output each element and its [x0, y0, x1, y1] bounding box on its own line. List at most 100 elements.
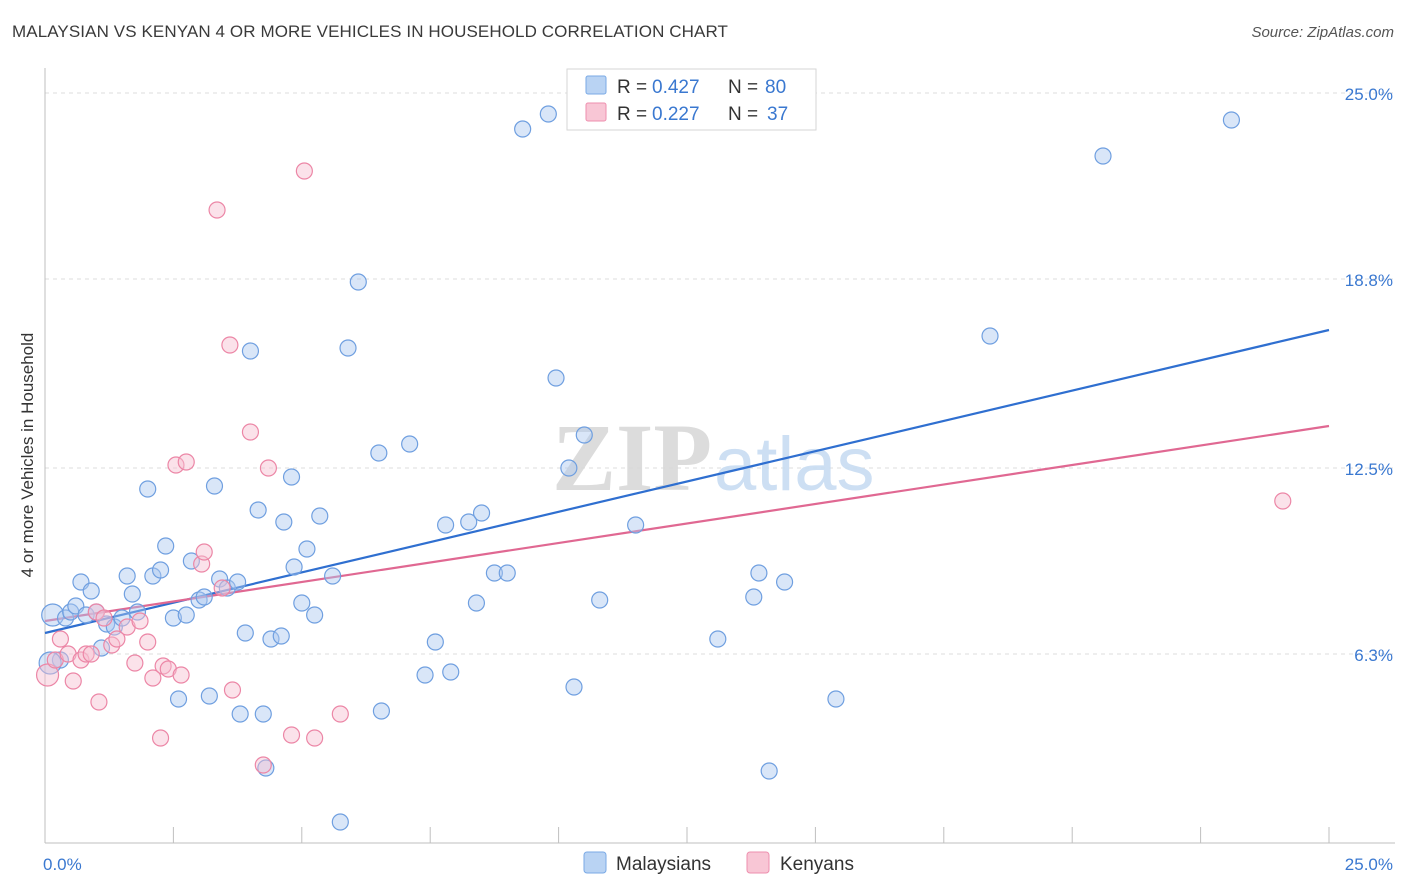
malaysians-point-73 [760, 762, 778, 780]
kenyans-point-27 [213, 579, 231, 597]
kenyans-point-14 [126, 654, 144, 672]
malaysians-point-24 [190, 591, 208, 609]
malaysians-point-60 [485, 564, 503, 582]
malaysians-point-34 [249, 501, 267, 519]
malaysians-point-43 [298, 540, 316, 558]
legend-swatch-kenyans [585, 102, 607, 122]
malaysians-point-39 [275, 513, 293, 531]
legend-n-value-kenyans: 37 [767, 104, 788, 125]
malaysians-point-51 [372, 702, 391, 720]
malaysians-point-30 [229, 573, 247, 591]
kenyans-point-23 [177, 453, 195, 471]
kenyans-point-10 [95, 609, 113, 627]
legend-r-label-kenyans: R = [617, 104, 647, 125]
kenyans-point-19 [154, 657, 172, 675]
malaysians-point-12 [113, 609, 131, 627]
kenyans-point-36 [331, 705, 349, 723]
malaysians-point-38 [272, 627, 290, 645]
malaysians-point-54 [426, 633, 444, 651]
malaysians-point-76 [981, 327, 999, 345]
legend-swatch-malaysians [585, 75, 607, 95]
malaysians-point-44 [306, 606, 324, 624]
kenyans-point-32 [259, 459, 278, 477]
watermark-zip: ZIP [552, 404, 712, 511]
watermark: ZIP atlas [552, 404, 875, 511]
stats-legend-frame [566, 68, 817, 131]
malaysians-point-59 [472, 504, 491, 522]
malaysians-point-65 [560, 459, 578, 477]
malaysians-point-50 [370, 444, 388, 462]
malaysians-point-21 [169, 690, 188, 708]
malaysians-point-64 [547, 369, 565, 387]
stats-legend: R = 0.427 N = 80 R = 0.227 N = 37 [566, 68, 817, 131]
kenyans-point-31 [254, 756, 272, 774]
malaysians-point-46 [324, 567, 342, 585]
malaysians-point-62 [514, 120, 532, 138]
malaysians-point-52 [401, 435, 419, 453]
tick-labels: 6.3% 12.5% 18.8% 25.0% 0.0% 25.0% [43, 85, 1393, 874]
malaysians-point-57 [460, 513, 478, 531]
y-tick-label-1: 12.5% [1345, 460, 1393, 479]
kenyans-point-30 [241, 423, 260, 441]
malaysians-point-22 [177, 606, 195, 624]
data-points [35, 105, 1292, 831]
malaysians-point-36 [257, 759, 275, 777]
kenyans-point-4 [64, 672, 82, 690]
malaysians-point-56 [442, 663, 460, 681]
legend-n-label-malaysians: N = [728, 77, 758, 98]
malaysians-point-67 [575, 426, 593, 444]
kenyans-point-35 [306, 729, 324, 747]
malaysians-point-23 [182, 552, 200, 570]
malaysians-point-31 [231, 705, 249, 723]
malaysians-point-77 [1094, 147, 1112, 165]
malaysians-point-35 [254, 705, 272, 723]
malaysians-point-49 [349, 273, 367, 291]
malaysians-point-75 [827, 690, 845, 708]
x-tick-label-1: 25.0% [1345, 855, 1393, 874]
kenyans-trend-line [44, 424, 1330, 623]
malaysians-point-58 [467, 594, 486, 612]
legend-r-value-malaysians: 0.427 [652, 77, 700, 98]
malaysians-point-18 [151, 561, 170, 579]
malaysians-point-68 [591, 591, 609, 609]
kenyans-point-16 [139, 633, 157, 651]
malaysians-point-41 [285, 558, 303, 576]
kenyans-point-37 [1274, 492, 1292, 510]
series-legend-swatch-malaysians [583, 851, 607, 874]
malaysians-point-29 [218, 579, 236, 597]
series-legend: Malaysians Kenyans [583, 851, 854, 875]
kenyans-point-29 [223, 681, 242, 699]
kenyans-point-6 [77, 645, 95, 663]
kenyans-point-22 [172, 666, 190, 684]
watermark-atlas: atlas [714, 422, 875, 507]
legend-r-value-kenyans: 0.227 [652, 104, 700, 125]
series-legend-label-malaysians: Malaysians [616, 854, 711, 875]
malaysians-point-47 [331, 813, 349, 831]
y-tick-label-3: 25.0% [1345, 85, 1393, 104]
malaysians-point-20 [164, 609, 182, 627]
malaysians-point-61 [498, 564, 516, 582]
malaysians-point-6 [77, 606, 95, 624]
kenyans-point-9 [90, 693, 108, 711]
chart-title: MALAYSIAN VS KENYAN 4 OR MORE VEHICLES I… [12, 22, 729, 41]
kenyans-point-17 [144, 669, 162, 687]
malaysians-point-48 [339, 339, 357, 357]
malaysians-point-69 [627, 516, 645, 534]
legend-r-label-malaysians: R = [617, 77, 647, 98]
kenyans-point-12 [108, 630, 126, 648]
kenyans-point-21 [167, 456, 185, 474]
malaysians-point-74 [775, 573, 794, 591]
malaysians-point-53 [416, 666, 434, 684]
kenyans-point-28 [221, 336, 239, 354]
malaysians-point-72 [750, 564, 768, 582]
malaysians-point-45 [311, 507, 329, 525]
malaysians-point-55 [437, 516, 455, 534]
y-tick-label-0: 6.3% [1354, 646, 1393, 665]
x-tick-label-0: 0.0% [43, 855, 82, 874]
kenyans-point-34 [295, 162, 313, 180]
source-credit: Source: ZipAtlas.com [1251, 24, 1394, 41]
malaysians-point-66 [565, 678, 583, 696]
malaysians-point-33 [241, 342, 260, 360]
kenyans-point-7 [82, 645, 100, 663]
